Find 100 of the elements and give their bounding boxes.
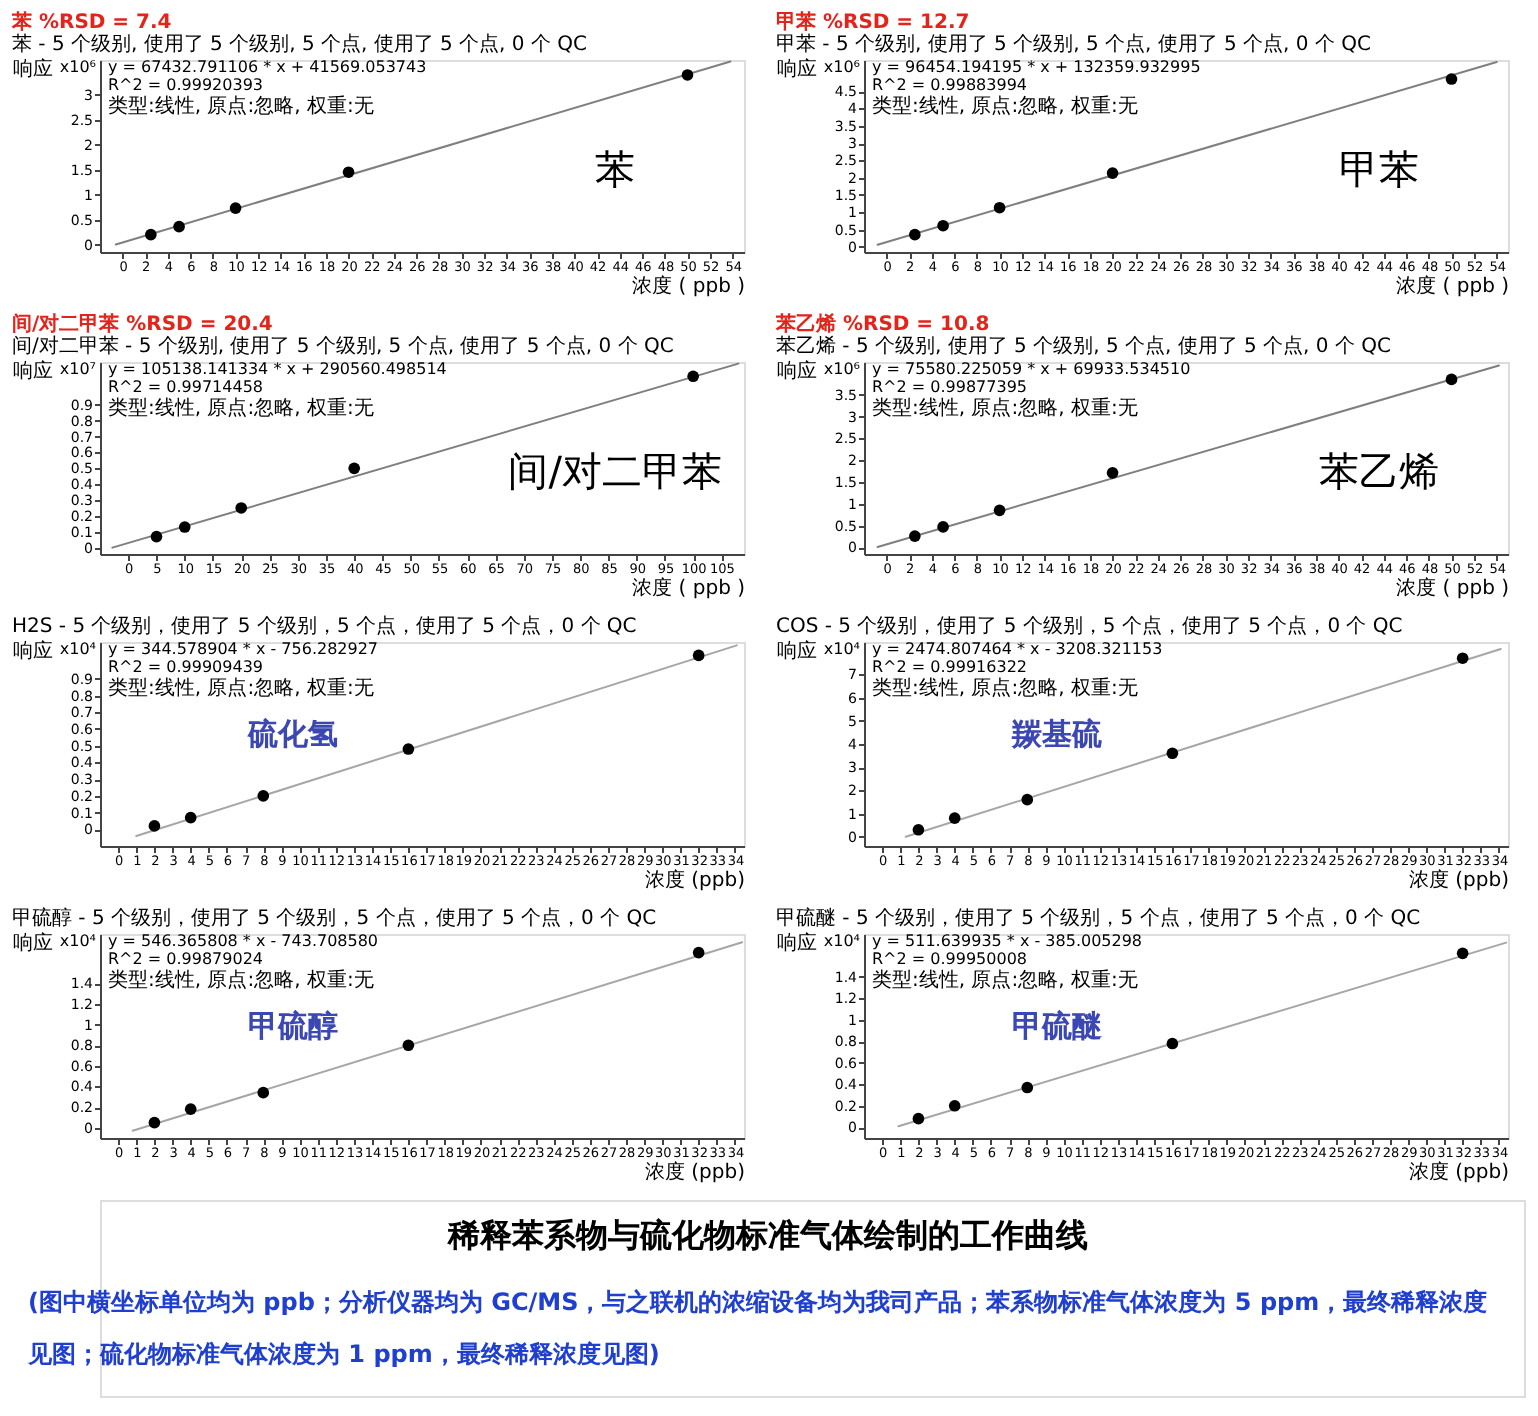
y-axis-title: 响应: [777, 359, 817, 383]
text: x10⁶: [59, 58, 96, 76]
chart-subtitle: 甲硫醚 - 5 个级别，使用了 5 个级别，5 个点，使用了 5 个点，0 个 QC: [776, 906, 1421, 930]
annotation: y = 2474.807464 * x - 3208.321153: [872, 640, 1163, 658]
annotation: y = 96454.194195 * x + 132359.932995: [872, 58, 1201, 76]
annotation: 甲苯: [1339, 145, 1420, 194]
point: [1166, 747, 1179, 760]
annotation: 甲硫醇: [248, 1007, 339, 1044]
annotation: y = 105138.141334 * x + 290560.498514: [108, 360, 447, 378]
point: [150, 530, 163, 543]
annotation: 羰基硫: [1010, 715, 1103, 752]
text: 稀释苯系物与硫化物标准气体绘制的工作曲线: [446, 1216, 1088, 1254]
x-axis-title: 浓度 ( ppb ): [632, 274, 746, 298]
point: [909, 228, 921, 241]
chart-subtitle: COS - 5 个级别，使用了 5 个级别，5 个点，使用了 5 个点，0 个 QC: [776, 614, 1403, 638]
chart-subtitle: 甲苯 - 5 个级别, 使用了 5 个级别, 5 个点, 使用了 5 个点, 0 个 QC: [776, 32, 1372, 56]
annotation: R^2 = 0.99883994: [872, 76, 1027, 94]
y-axis-title: 响应: [777, 57, 817, 81]
y-axis-title: 响应: [13, 359, 53, 383]
point: [148, 1116, 161, 1129]
point: [1021, 793, 1034, 806]
point: [912, 823, 925, 836]
point: [937, 521, 949, 533]
point: [1106, 167, 1119, 179]
annotation: R^2 = 0.99916322: [872, 658, 1027, 676]
y-axis-title: 响应: [777, 931, 817, 955]
point: [993, 201, 1006, 214]
annotation: R^2 = 0.99714458: [108, 378, 263, 396]
annotation: R^2 = 0.99950008: [872, 950, 1027, 968]
point: [342, 166, 355, 179]
y-axis-title: 响应: [777, 639, 817, 663]
point: [257, 790, 270, 802]
annotation: 类型:线性, 原点:忽略, 权重:无: [108, 94, 374, 118]
point: [184, 811, 197, 824]
text: x10⁴: [823, 640, 860, 658]
chart-title: 甲苯 %RSD = 12.7: [776, 10, 970, 34]
chart-title: 苯乙烯 %RSD = 10.8: [774, 312, 990, 336]
annotation: y = 67432.791106 * x + 41569.053743: [108, 58, 427, 76]
point: [348, 462, 361, 475]
annotation: R^2 = 0.99920393: [108, 76, 263, 94]
x-axis-title: 浓度 (ppb): [1408, 868, 1510, 892]
annotation: 类型:线性, 原点:忽略, 权重:无: [108, 396, 374, 420]
annotation: 类型:线性, 原点:忽略, 权重:无: [872, 676, 1138, 700]
annotation: y = 75580.225059 * x + 69933.534510: [872, 360, 1191, 378]
point: [178, 521, 191, 533]
point: [1456, 947, 1469, 960]
annotation: 类型:线性, 原点:忽略, 权重:无: [872, 396, 1138, 420]
annotation: R^2 = 0.99879024: [108, 950, 263, 968]
text: x10⁶: [823, 360, 860, 378]
point: [948, 812, 961, 824]
point: [1445, 373, 1458, 386]
chart-title: 苯 %RSD = 7.4: [10, 10, 172, 34]
annotation: R^2 = 0.99877395: [872, 378, 1027, 396]
annotation: y = 546.365808 * x - 743.708580: [108, 932, 379, 950]
annotation: 苯乙烯: [1319, 447, 1440, 496]
chart-subtitle: 苯乙烯 - 5 个级别, 使用了 5 个级别, 5 个点, 使用了 5 个点, 0 个 QC: [776, 334, 1392, 358]
point: [909, 530, 921, 542]
point: [1445, 73, 1458, 85]
annotation: 类型:线性, 原点:忽略, 权重:无: [108, 968, 374, 992]
annotation: y = 344.578904 * x - 756.282927: [108, 640, 379, 658]
annotation: 间/对二甲苯: [508, 447, 722, 496]
annotation: R^2 = 0.99909439: [108, 658, 263, 676]
point: [145, 228, 157, 241]
annotation: 苯: [595, 145, 636, 194]
chart-title: 间/对二甲苯 %RSD = 20.4: [12, 312, 273, 336]
text: (图中横坐标单位均为 ppb；分析仪器均为 GC/MS，与之联机的浓缩设备均为我司产品；苯系物标准气体浓度为 5 ppm，最终稀释浓度见图；硫化物标准气体浓度为 1 ppm，最终稀释浓度见图): [26, 1288, 1488, 1368]
y-axis-title: 响应: [13, 57, 53, 81]
text: x10⁴: [823, 932, 860, 950]
x-axis-title: 浓度 (ppb): [1408, 1160, 1510, 1184]
point: [257, 1086, 270, 1099]
point: [687, 370, 699, 383]
point: [692, 649, 705, 662]
text: x10⁶: [823, 58, 860, 76]
point: [948, 1099, 961, 1112]
point: [184, 1103, 197, 1115]
point: [937, 219, 949, 232]
annotation: 甲硫醚: [1012, 1007, 1105, 1044]
chart-subtitle: 甲硫醇 - 5 个级别，使用了 5 个级别，5 个点，使用了 5 个点，0 个 QC: [12, 906, 657, 930]
y-axis-title: 响应: [13, 931, 53, 955]
point: [229, 202, 242, 214]
point: [1021, 1081, 1034, 1094]
x-axis-title: 浓度 (ppb): [644, 1160, 746, 1184]
point: [1106, 467, 1119, 479]
annotation: 类型:线性, 原点:忽略, 权重:无: [872, 94, 1138, 118]
annotation: y = 511.639935 * x - 385.005298: [872, 932, 1143, 950]
point: [993, 504, 1006, 517]
point: [402, 743, 415, 755]
point: [402, 1039, 415, 1052]
x-axis-title: 浓度 (ppb): [644, 868, 746, 892]
x-axis-title: 浓度 ( ppb ): [1396, 274, 1510, 298]
annotation: 硫化氢: [246, 715, 339, 752]
point: [1456, 652, 1469, 665]
x-axis-title: 浓度 ( ppb ): [632, 576, 746, 600]
annotation: 类型:线性, 原点:忽略, 权重:无: [872, 968, 1138, 992]
point: [692, 946, 705, 959]
point: [148, 820, 161, 832]
chart-subtitle: 间/对二甲苯 - 5 个级别, 使用了 5 个级别, 5 个点, 使用了 5 个点, 0 个 QC: [12, 334, 674, 358]
text: x10⁷: [59, 360, 96, 378]
point: [173, 220, 185, 233]
chart-subtitle: H2S - 5 个级别，使用了 5 个级别，5 个点，使用了 5 个点，0 个 QC: [12, 614, 637, 638]
